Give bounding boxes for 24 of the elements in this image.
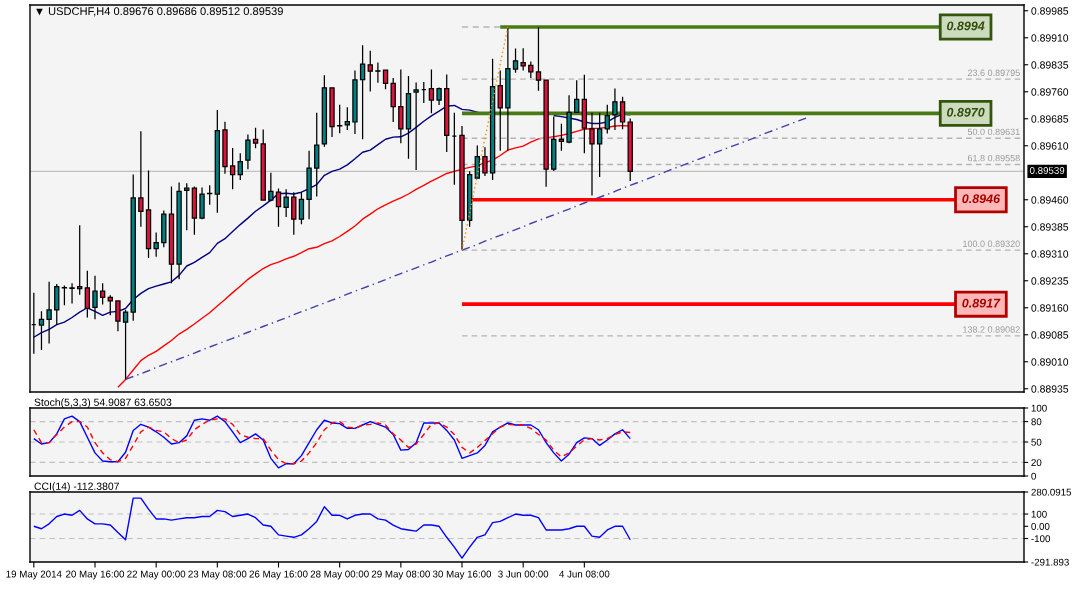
x-tick-label: 4 Jun 08:00 [559,570,610,578]
y-tick-label: 0 [1031,472,1036,480]
x-tick-label: 3 Jun 00:00 [498,570,549,578]
x-tick-label: 20 May 16:00 [66,570,125,580]
y-tick-label: -100 [1031,535,1051,543]
y-tick-label: 20 [1031,459,1042,467]
x-tick-label: 29 May 08:00 [371,570,430,580]
x-tick-label: 19 May 2014 [6,570,62,580]
chart-title: CCI(14) -112.3807 [34,482,119,492]
y-tick-label: 100 [1031,510,1047,518]
y-tick-label: 0.88935 [1031,385,1069,393]
y-tick-label: 100 [1031,404,1047,412]
x-tick-label: 26 May 16:00 [249,570,308,580]
y-tick-label: 80 [1031,418,1042,426]
chart-title: Stoch(5,3,3) 54.9087 63.6503 [34,398,172,408]
y-tick-label: 0.00 [1031,523,1050,530]
x-tick-label: 28 May 00:00 [310,570,369,580]
x-tick-label: 22 May 00:00 [127,570,186,580]
x-tick-label: 30 May 16:00 [432,570,492,580]
line-series [33,497,631,559]
x-tick-label: 23 May 08:00 [188,570,247,580]
y-tick-label: 280.0915 [1031,488,1072,496]
y-tick-label: 50 [1031,438,1042,446]
y-tick-label: -291.893 [1031,558,1069,566]
